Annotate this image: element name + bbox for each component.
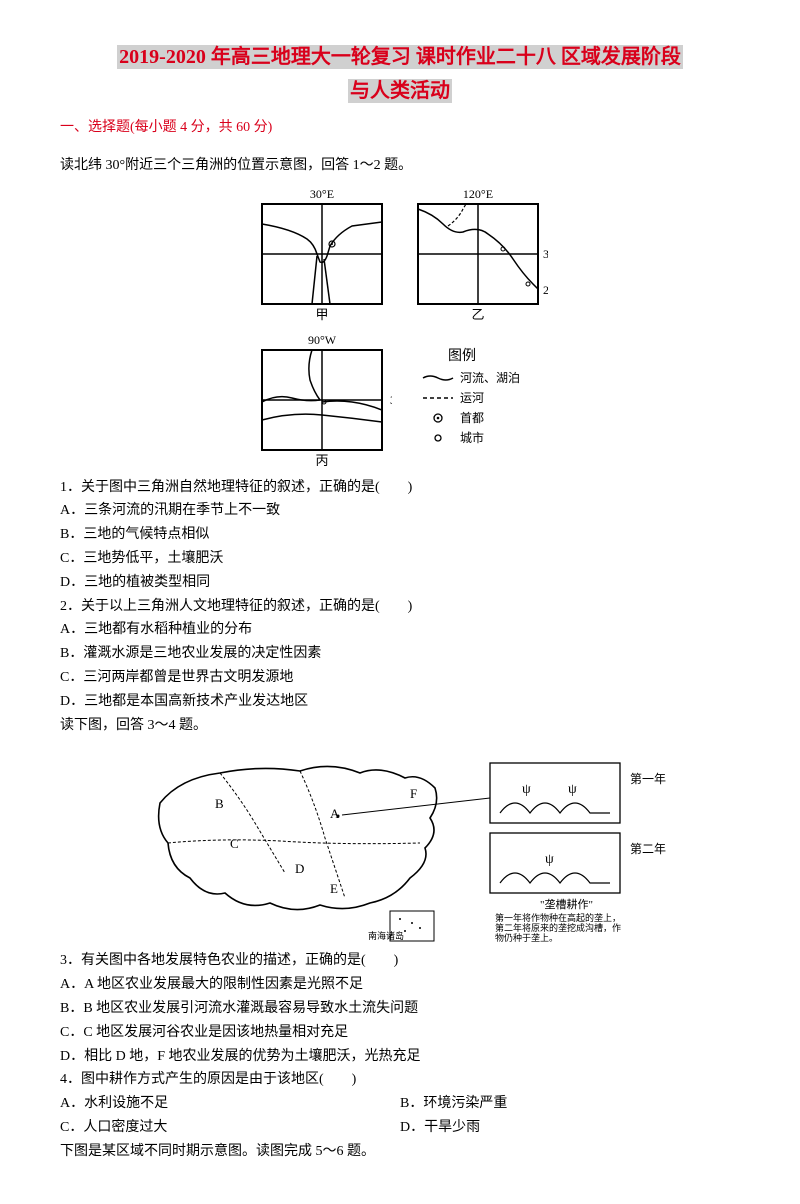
q4-opt-d: D．干旱少雨	[400, 1116, 740, 1140]
q3-opt-b: B．B 地区农业发展引河流水灌溉最容易导致水土流失问题	[60, 997, 740, 1021]
china-map-svg: A B C D E F 南海诸岛 第一年 ψ ψ 第二年 ψ "垄槽耕作" 第一…	[120, 743, 680, 943]
map-legend: 图例 河流、湖泊 运河 首都 城市	[408, 330, 548, 470]
map-label-bing: 丙	[316, 453, 329, 468]
question-2: 2．关于以上三角洲人文地理特征的叙述，正确的是( )	[60, 595, 740, 619]
lon-label: 30°E	[310, 187, 334, 201]
intro-text-3: 下图是某区域不同时期示意图。读图完成 5～6 题。	[60, 1140, 740, 1164]
q4-options: A．水利设施不足 B．环境污染严重	[60, 1092, 740, 1116]
q1-opt-a: A．三条河流的汛期在季节上不一致	[60, 499, 740, 523]
question-1: 1．关于图中三角洲自然地理特征的叙述，正确的是( )	[60, 476, 740, 500]
intro-text-2: 读下图，回答 3～4 题。	[60, 714, 740, 738]
legend-capital: 首都	[460, 411, 484, 425]
lon-label: 120°E	[463, 187, 493, 201]
legend-canal: 运河	[460, 391, 484, 405]
figure-china: A B C D E F 南海诸岛 第一年 ψ ψ 第二年 ψ "垄槽耕作" 第一…	[60, 743, 740, 943]
year2-label: 第二年	[630, 842, 666, 856]
q3-opt-d: D．相比 D 地，F 地农业发展的优势为土壤肥沃，光热充足	[60, 1045, 740, 1069]
section-heading: 一、选择题(每小题 4 分，共 60 分)	[60, 116, 740, 140]
map-label-yi: 乙	[471, 307, 484, 322]
lon-label: 90°W	[308, 333, 337, 347]
legend-river: 河流、湖泊	[460, 370, 520, 385]
page-title: 2019-2020 年高三地理大一轮复习 课时作业二十八 区域发展阶段 与人类活…	[60, 40, 740, 108]
lat30: 30°	[543, 247, 548, 261]
q2-opt-c: C．三河两岸都曾是世界古文明发源地	[60, 666, 740, 690]
title-line2: 与人类活动	[348, 79, 452, 103]
region-C: C	[230, 836, 239, 851]
question-3: 3．有关图中各地发展特色农业的描述，正确的是( )	[60, 949, 740, 973]
q4-opt-a: A．水利设施不足	[60, 1092, 400, 1116]
q4-opt-b: B．环境污染严重	[400, 1092, 740, 1116]
side-desc1: 第一年将作物种在高起的垄上，	[495, 912, 621, 923]
side-title: "垄槽耕作"	[540, 897, 593, 911]
legend-city: 城市	[460, 430, 484, 445]
plant-icon: ψ	[568, 782, 577, 797]
map-bing: 90°W 30° 丙	[252, 330, 392, 470]
q2-opt-b: B．灌溉水源是三地农业发展的决定性因素	[60, 642, 740, 666]
q4-options-2: C．人口密度过大 D．干旱少雨	[60, 1116, 740, 1140]
region-F: F	[410, 786, 417, 801]
q2-opt-d: D．三地都是本国高新技术产业发达地区	[60, 690, 740, 714]
q3-opt-c: C．C 地区发展河谷农业是因该地热量相对充足	[60, 1021, 740, 1045]
q3-opt-a: A．A 地区农业发展最大的限制性因素是光照不足	[60, 973, 740, 997]
legend-title: 图例	[448, 348, 476, 364]
intro-text-1: 读北纬 30°附近三个三角洲的位置示意图，回答 1～2 题。	[60, 154, 740, 178]
figure-row-1: 30°E 甲 120°E 30° 25° 乙	[60, 184, 740, 324]
lat-label: 30°	[390, 393, 392, 407]
region-E: E	[330, 881, 338, 896]
q1-opt-c: C．三地势低平，土壤肥沃	[60, 547, 740, 571]
year1-label: 第一年	[630, 772, 666, 786]
q4-opt-c: C．人口密度过大	[60, 1116, 400, 1140]
side-desc2: 第二年将原来的垄挖成沟槽，作	[495, 922, 621, 933]
q2-opt-a: A．三地都有水稻种植业的分布	[60, 618, 740, 642]
figure-row-2: 90°W 30° 丙 图例 河流、湖泊 运河 首都 城市	[60, 330, 740, 470]
question-4: 4．图中耕作方式产生的原因是由于该地区( )	[60, 1068, 740, 1092]
island-label: 南海诸岛	[368, 930, 404, 941]
region-D: D	[295, 861, 304, 876]
region-A: A	[330, 806, 340, 821]
plant-icon: ψ	[522, 782, 531, 797]
title-highlight: 2019-2020 年高三地理大一轮复习 课时作业二十八 区域发展阶段	[117, 45, 683, 69]
q1-opt-b: B．三地的气候特点相似	[60, 523, 740, 547]
side-desc3: 物仍种于垄上。	[495, 932, 558, 943]
lat25: 25°	[543, 283, 548, 297]
region-B: B	[215, 796, 224, 811]
map-yi: 120°E 30° 25° 乙	[408, 184, 548, 324]
q1-opt-d: D．三地的植被类型相同	[60, 571, 740, 595]
map-jia: 30°E 甲	[252, 184, 392, 324]
map-label-jia: 甲	[316, 307, 329, 322]
plant-icon: ψ	[545, 852, 554, 867]
